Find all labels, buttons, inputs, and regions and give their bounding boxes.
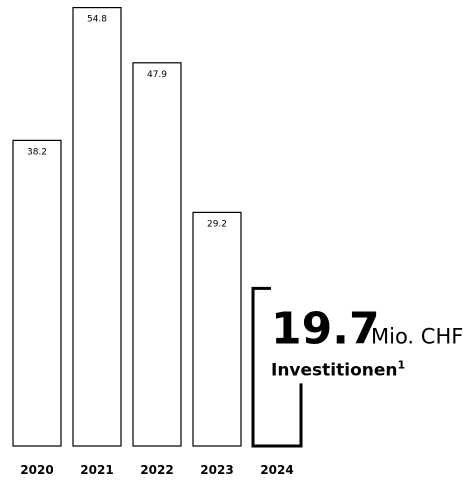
x-tick-label: 2024 [260, 463, 293, 477]
value-label: 38.2 [27, 147, 47, 157]
highlight-unit: Mio. CHF [371, 324, 463, 348]
bar [12, 139, 62, 447]
value-label: 54.8 [87, 15, 107, 25]
x-tick-label: 2020 [20, 463, 53, 477]
x-tick-label: 2021 [80, 463, 113, 477]
bar [72, 6, 122, 447]
bar [192, 211, 242, 447]
highlight-bar [251, 286, 303, 448]
label-text: Investitionen [271, 360, 397, 380]
x-tick-label: 2022 [140, 463, 173, 477]
bar [132, 62, 182, 447]
highlight-value: 19.7 [271, 303, 380, 354]
x-tick-label: 2023 [200, 463, 233, 477]
footnote: 1 [397, 358, 405, 371]
value-label: 47.9 [147, 70, 167, 80]
value-label: 29.2 [207, 219, 227, 229]
highlight-label: Investitionen1 [271, 358, 405, 380]
